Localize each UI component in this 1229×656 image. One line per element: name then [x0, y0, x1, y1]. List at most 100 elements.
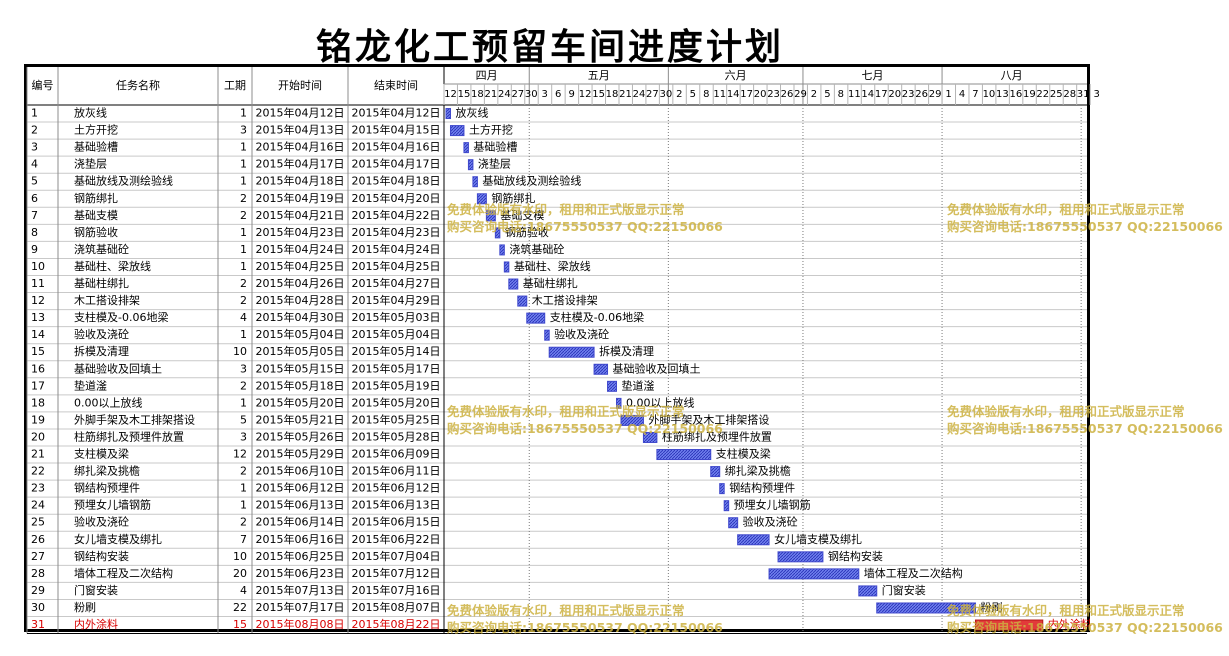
task-end-date: 2015年06月15日: [352, 515, 441, 529]
month-label: 八月: [1001, 69, 1023, 82]
task-duration: 2: [240, 294, 247, 307]
task-end-date: 2015年04月18日: [352, 174, 441, 188]
gantt-bar-label: 0.00以上放线: [626, 395, 695, 409]
task-duration: 4: [240, 311, 247, 324]
task-name: 木工搭设排架: [74, 293, 140, 307]
task-id: 7: [31, 209, 38, 222]
task-id: 23: [31, 482, 45, 495]
gantt-bar: [728, 517, 739, 529]
month-label: 五月: [588, 69, 610, 82]
column-header: 任务名称: [116, 78, 160, 92]
task-start-date: 2015年04月28日: [256, 293, 345, 307]
task-duration: 22: [233, 601, 247, 614]
gantt-bar-label: 木工搭设排架: [532, 293, 598, 307]
task-duration: 1: [240, 141, 247, 154]
day-tick-label: 15: [592, 89, 605, 100]
task-id: 20: [31, 430, 45, 443]
day-tick-label: 26: [781, 89, 794, 100]
task-end-date: 2015年05月19日: [352, 378, 441, 392]
day-tick-label: 22: [1036, 89, 1049, 100]
task-start-date: 2015年05月18日: [256, 378, 345, 392]
day-tick-label: 7: [972, 89, 978, 100]
gantt-bar: [472, 176, 478, 188]
month-label: 七月: [862, 69, 884, 82]
task-id: 19: [31, 413, 45, 426]
day-tick-label: 27: [511, 89, 524, 100]
month-label: 六月: [725, 69, 747, 82]
day-tick-label: 14: [861, 89, 874, 100]
task-name: 钢结构预埋件: [74, 481, 140, 495]
task-start-date: 2015年06月23日: [256, 566, 345, 580]
gantt-bar: [737, 534, 770, 546]
task-start-date: 2015年06月13日: [256, 498, 345, 512]
task-start-date: 2015年04月30日: [256, 310, 345, 324]
day-tick-label: 11: [848, 89, 861, 100]
task-start-date: 2015年07月13日: [256, 583, 345, 597]
gantt-bar-label: 土方开挖: [469, 123, 513, 137]
day-tick-label: 6: [555, 89, 561, 100]
task-start-date: 2015年06月14日: [256, 515, 345, 529]
task-start-date: 2015年05月04日: [256, 327, 345, 341]
task-name: 门窗安装: [74, 583, 118, 597]
day-tick-label: 21: [485, 89, 498, 100]
task-id: 27: [31, 550, 45, 563]
task-duration: 1: [240, 107, 247, 120]
page-title: 铭龙化工预留车间进度计划: [315, 26, 784, 68]
task-id: 9: [31, 243, 38, 256]
task-name: 预埋女儿墙钢筋: [74, 498, 151, 512]
day-tick-label: 30: [525, 89, 538, 100]
task-name: 钢结构安装: [74, 549, 129, 563]
task-start-date: 2015年05月15日: [256, 361, 345, 375]
task-name: 基础放线及测绘验线: [74, 174, 173, 188]
task-end-date: 2015年07月16日: [352, 583, 441, 597]
task-end-date: 2015年04月27日: [352, 276, 441, 290]
gantt-bar: [494, 227, 501, 239]
task-duration: 2: [240, 277, 247, 290]
day-tick-label: 17: [875, 89, 888, 100]
task-name: 验收及浇砼: [74, 327, 129, 341]
day-tick-label: 31: [1077, 89, 1090, 100]
task-duration: 15: [233, 618, 247, 631]
task-end-date: 2015年08月07日: [352, 600, 441, 614]
day-tick-label: 29: [794, 89, 807, 100]
gantt-bar-label: 基础验收及回填土: [613, 361, 701, 375]
task-id: 17: [31, 379, 45, 392]
day-tick-label: 20: [754, 89, 767, 100]
gantt-bar-label: 墙体工程及二次结构: [864, 566, 963, 580]
gantt-bar-label: 门窗安装: [882, 583, 926, 597]
task-start-date: 2015年04月26日: [256, 276, 345, 290]
task-duration: 1: [240, 243, 247, 256]
day-tick-label: 5: [690, 89, 696, 100]
day-tick-label: 12: [579, 89, 592, 100]
task-id: 26: [31, 533, 45, 546]
task-end-date: 2015年04月15日: [352, 123, 441, 137]
task-start-date: 2015年04月16日: [256, 140, 345, 154]
gantt-bar: [544, 329, 550, 341]
day-tick-label: 13: [996, 89, 1009, 100]
task-name: 基础支模: [74, 209, 118, 222]
gantt-bar: [526, 312, 546, 324]
task-end-date: 2015年04月29日: [352, 293, 441, 307]
gantt-bar: [858, 585, 878, 597]
task-name: 基础验槽: [74, 140, 118, 154]
task-end-date: 2015年07月04日: [352, 549, 441, 563]
task-duration: 10: [233, 345, 247, 358]
task-duration: 1: [240, 226, 247, 239]
task-name: 拆模及清理: [74, 344, 129, 358]
task-id: 18: [31, 396, 45, 409]
day-tick-label: 27: [646, 89, 659, 100]
gantt-bar: [620, 414, 644, 426]
gantt-bar: [467, 159, 474, 171]
task-id: 31: [31, 618, 45, 631]
task-start-date: 2015年05月29日: [256, 447, 345, 461]
gantt-bar-label: 基础柱绑扎: [523, 276, 578, 290]
task-duration: 2: [240, 192, 247, 205]
gantt-bar: [642, 431, 658, 443]
task-id: 12: [31, 294, 45, 307]
task-end-date: 2015年07月12日: [352, 566, 441, 580]
gantt-bar: [768, 568, 860, 580]
gantt-bar-label: 基础放线及测绘验线: [482, 174, 581, 188]
gantt-bar: [499, 244, 505, 256]
day-tick-label: 28: [1063, 89, 1076, 100]
